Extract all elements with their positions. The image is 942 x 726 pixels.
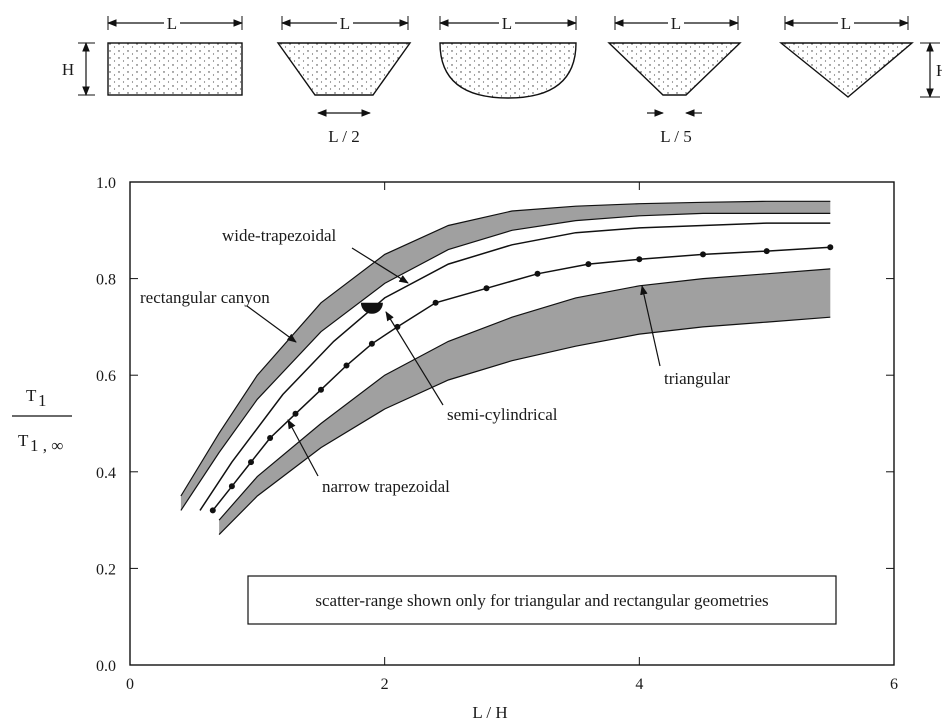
- y-label-numerator: T: [26, 386, 37, 405]
- schematic-wide-trapezoidal: L L / 5: [607, 14, 742, 146]
- y-label-denominator-sub: 1 , ∞: [30, 436, 63, 455]
- y-label-numerator-sub: 1: [38, 391, 47, 410]
- schematic-height-label: H: [936, 61, 942, 80]
- point-narrow-trapezoidal: [368, 340, 375, 347]
- y-tick-label: 0.8: [96, 272, 116, 289]
- point-narrow-trapezoidal: [700, 251, 706, 258]
- point-narrow-trapezoidal: [343, 362, 350, 369]
- note-box-text: scatter-range shown only for triangular …: [315, 591, 768, 610]
- x-tick-label: 0: [126, 676, 134, 693]
- point-narrow-trapezoidal: [432, 299, 439, 306]
- schematic-bottom-label: L / 5: [660, 127, 691, 146]
- point-narrow-trapezoidal: [292, 410, 299, 417]
- point-narrow-trapezoidal: [209, 507, 216, 514]
- band-lower-triangular: [218, 316, 831, 536]
- scatter-bands: [180, 201, 831, 535]
- point-narrow-trapezoidal: [585, 261, 592, 268]
- series-markers: [209, 244, 834, 514]
- annotation-narrow-trapezoidal: narrow trapezoidal: [322, 477, 450, 496]
- point-narrow-trapezoidal: [248, 459, 254, 466]
- band-triangular: [219, 268, 831, 535]
- point-narrow-trapezoidal: [763, 248, 770, 255]
- x-tick-label: 2: [381, 676, 389, 693]
- point-narrow-trapezoidal: [483, 285, 490, 292]
- annotation-triangular: triangular: [664, 369, 730, 388]
- point-narrow-trapezoidal: [318, 386, 324, 393]
- schematic-width-label: L: [841, 14, 851, 33]
- y-tick-label: 0.2: [96, 561, 116, 578]
- point-narrow-trapezoidal: [228, 483, 235, 490]
- band-lower-rectangular-canyon: [180, 212, 831, 511]
- y-tick-label: 0.0: [96, 658, 116, 675]
- y-tick-label: 0.4: [96, 465, 116, 482]
- x-tick-label: 4: [635, 676, 643, 693]
- x-tick-label: 6: [890, 676, 898, 693]
- y-tick-label: 1.0: [96, 175, 116, 192]
- schematic-narrow-trapezoidal: L L / 2: [276, 14, 412, 146]
- annotation-rectangular-canyon: rectangular canyon: [140, 288, 270, 307]
- note-box: [247, 575, 837, 625]
- semi-cylindrical-marker: [360, 302, 383, 314]
- point-narrow-trapezoidal: [636, 256, 643, 263]
- y-tick-label: 0.6: [96, 368, 116, 385]
- line-wide-trapezoidal: [199, 222, 831, 511]
- point-narrow-trapezoidal: [534, 270, 541, 277]
- schematic-rectangular: L H: [60, 14, 243, 96]
- schematic-semi-cylindrical: L: [439, 14, 577, 99]
- plot-frame: [129, 181, 895, 666]
- x-axis-label: L / H: [472, 703, 507, 722]
- schematic-triangular: L H: [779, 14, 942, 98]
- y-axis-label: T 1 T 1 , ∞: [12, 386, 72, 455]
- annotation-wide-trapezoidal: wide-trapezoidal: [222, 226, 336, 245]
- schematic-width-label: L: [671, 14, 681, 33]
- point-narrow-trapezoidal: [267, 435, 274, 441]
- band-upper-rectangular-canyon: [180, 200, 831, 497]
- point-narrow-trapezoidal: [827, 244, 834, 251]
- schematic-width-label: L: [502, 14, 512, 33]
- schematic-width-label: L: [340, 14, 350, 33]
- schematic-height-label: H: [62, 60, 74, 79]
- y-label-denominator: T: [18, 431, 29, 450]
- schematic-width-label: L: [167, 14, 177, 33]
- plot-area: 0 2 4 6 0.0 0.2 0.4 0.6 0.8 1.0 scatter-range sho…: [12, 175, 898, 722]
- axis-ticks: 0 2 4 6 0.0 0.2 0.4 0.6 0.8 1.0: [96, 175, 898, 693]
- annotation-semi-cylindrical: semi-cylindrical: [447, 405, 558, 424]
- cross-section-schematics: L H L L / 2 L: [60, 14, 942, 146]
- schematic-bottom-label: L / 2: [328, 127, 359, 146]
